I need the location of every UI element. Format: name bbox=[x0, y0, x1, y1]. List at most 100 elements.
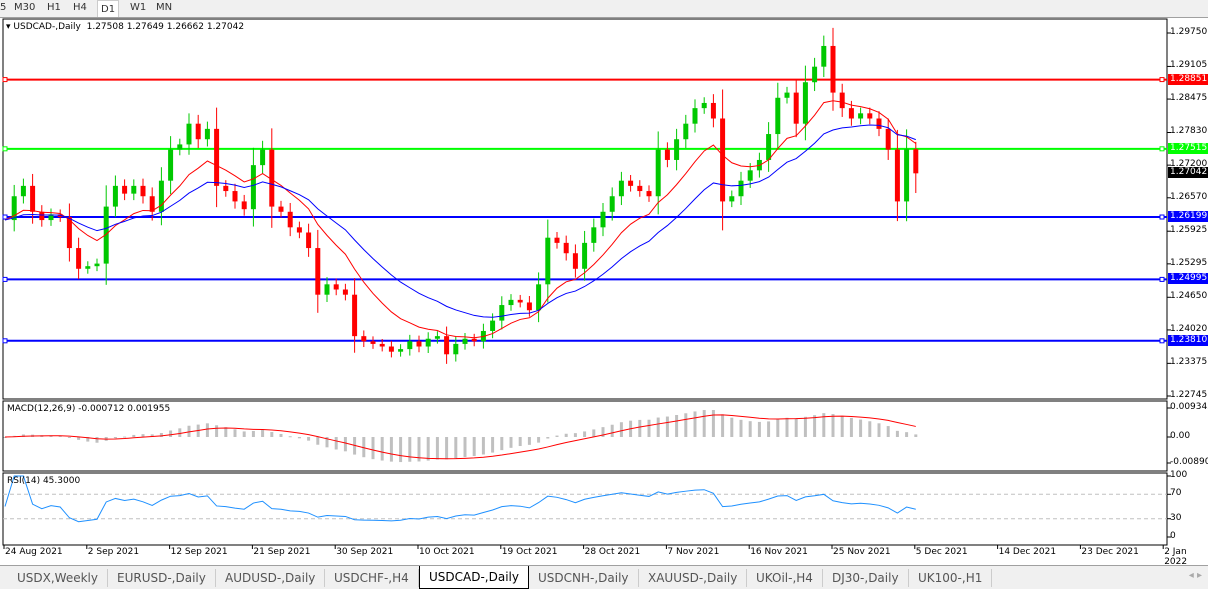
rsi-tick-label: 0 bbox=[1170, 531, 1176, 541]
price-tick-label: 1.29750 bbox=[1170, 27, 1208, 37]
macd-histogram-bar bbox=[757, 421, 761, 437]
bear-candle bbox=[444, 336, 450, 355]
chart-canvas[interactable] bbox=[0, 0, 1208, 565]
chart-tab[interactable]: XAUUSD-,Daily bbox=[639, 569, 748, 587]
price-tick-label: 1.28475 bbox=[1170, 93, 1208, 104]
macd-histogram-bar bbox=[665, 416, 669, 437]
macd-histogram-bar bbox=[849, 417, 853, 437]
bull-candle bbox=[462, 338, 468, 344]
macd-histogram-bar bbox=[914, 434, 918, 437]
bull-candle bbox=[425, 338, 431, 347]
macd-histogram-bar bbox=[675, 414, 679, 437]
macd-histogram-bar bbox=[767, 421, 771, 437]
chart-tab[interactable]: EURUSD-,Daily bbox=[108, 569, 216, 587]
macd-histogram-bar bbox=[527, 437, 531, 445]
level-anchor bbox=[1159, 146, 1165, 152]
bear-candle bbox=[554, 237, 560, 243]
macd-histogram-bar bbox=[261, 429, 265, 437]
macd-histogram-bar bbox=[776, 419, 780, 437]
chart-tab[interactable]: UK100-,H1 bbox=[909, 569, 993, 587]
macd-histogram-bar bbox=[564, 433, 568, 437]
price-tick-label: 1.24020 bbox=[1170, 323, 1208, 334]
macd-histogram-bar bbox=[169, 430, 173, 437]
macd-signal-line bbox=[4, 414, 916, 460]
chart-tab[interactable]: USDCNH-,Daily bbox=[529, 569, 639, 587]
chart-tab[interactable]: UKOil-,H4 bbox=[747, 569, 823, 587]
level-anchor bbox=[2, 214, 8, 220]
bull-candle bbox=[536, 284, 542, 311]
macd-pane-frame bbox=[2, 400, 1168, 472]
tf-h1[interactable]: H1 bbox=[47, 2, 61, 13]
macd-histogram-bar bbox=[224, 427, 228, 437]
macd-histogram-bar bbox=[702, 410, 706, 437]
bull-candle bbox=[434, 336, 440, 339]
tf-m30[interactable]: M30 bbox=[14, 2, 36, 13]
level-anchor bbox=[1159, 77, 1165, 83]
bear-candle bbox=[370, 341, 376, 344]
bear-candle bbox=[140, 185, 146, 197]
macd-histogram-bar bbox=[21, 434, 25, 437]
chart-tab[interactable]: AUDUSD-,Daily bbox=[216, 569, 326, 587]
macd-histogram-bar bbox=[905, 432, 909, 437]
bear-candle bbox=[269, 149, 275, 207]
price-tick-label: 1.25925 bbox=[1170, 225, 1208, 236]
macd-tick-label: 0.00 bbox=[1170, 431, 1191, 441]
bear-candle bbox=[471, 338, 477, 342]
price-level-label: 1.26199 bbox=[1168, 211, 1208, 222]
bear-candle bbox=[296, 227, 302, 233]
chart-tab[interactable]: DJ30-,Daily bbox=[823, 569, 909, 587]
bull-candle bbox=[738, 180, 744, 197]
bull-candle bbox=[324, 284, 330, 295]
macd-histogram-bar bbox=[730, 417, 734, 437]
bull-candle bbox=[177, 144, 183, 150]
macd-histogram-bar bbox=[813, 415, 817, 437]
chart-title: ▾ USDCAD-,Daily 1.27508 1.27649 1.26662 … bbox=[6, 22, 245, 32]
bull-candle bbox=[545, 237, 551, 285]
macd-histogram-bar bbox=[67, 437, 71, 438]
macd-histogram-bar bbox=[380, 437, 384, 461]
macd-histogram-bar bbox=[656, 417, 660, 437]
date-label: 28 Oct 2021 bbox=[584, 547, 641, 557]
macd-histogram-bar bbox=[454, 437, 458, 459]
bull-candle bbox=[591, 227, 597, 243]
bear-candle bbox=[149, 196, 155, 212]
macd-histogram-bar bbox=[362, 437, 366, 458]
macd-label: MACD(12,26,9) -0.000712 0.001955 bbox=[7, 404, 171, 414]
bear-candle bbox=[352, 294, 358, 337]
bull-candle bbox=[904, 149, 910, 202]
chart-tab[interactable]: USDCAD-,Daily bbox=[419, 566, 529, 589]
tf-w1[interactable]: W1 bbox=[130, 2, 147, 13]
tf-d1[interactable]: D1 bbox=[97, 0, 120, 17]
tf-m5[interactable]: 5 bbox=[0, 2, 7, 13]
bear-candle bbox=[30, 185, 36, 212]
bear-candle bbox=[379, 343, 385, 347]
date-label: 24 Aug 2021 bbox=[5, 547, 63, 557]
macd-histogram-bar bbox=[822, 413, 826, 437]
bear-candle bbox=[628, 180, 634, 186]
price-level-label: 1.28851 bbox=[1168, 73, 1208, 85]
macd-histogram-bar bbox=[417, 437, 421, 462]
macd-histogram-bar bbox=[555, 435, 559, 437]
tab-scroll-arrows[interactable]: ◂ ▸ bbox=[1188, 570, 1202, 581]
macd-histogram-bar bbox=[159, 432, 163, 437]
chart-tab[interactable]: USDCHF-,H4 bbox=[325, 569, 419, 587]
macd-histogram-bar bbox=[325, 437, 329, 448]
date-label: 5 Dec 2021 bbox=[915, 547, 968, 557]
bull-candle bbox=[85, 266, 91, 269]
bull-candle bbox=[48, 214, 54, 221]
bear-candle bbox=[637, 185, 643, 192]
bear-candle bbox=[315, 248, 321, 295]
macd-histogram-bar bbox=[251, 430, 255, 437]
macd-histogram-bar bbox=[205, 423, 209, 437]
macd-histogram-bar bbox=[123, 436, 127, 438]
chart-tab[interactable]: USDX,Weekly bbox=[8, 569, 108, 587]
bull-candle bbox=[600, 211, 606, 228]
bear-candle bbox=[388, 346, 394, 352]
tf-mn[interactable]: MN bbox=[156, 2, 173, 13]
macd-histogram-bar bbox=[132, 434, 136, 437]
macd-histogram-bar bbox=[77, 437, 81, 440]
tf-h4[interactable]: H4 bbox=[73, 2, 87, 13]
macd-histogram-bar bbox=[58, 435, 62, 437]
bear-candle bbox=[232, 191, 238, 202]
slow-moving-average-line bbox=[4, 124, 916, 318]
